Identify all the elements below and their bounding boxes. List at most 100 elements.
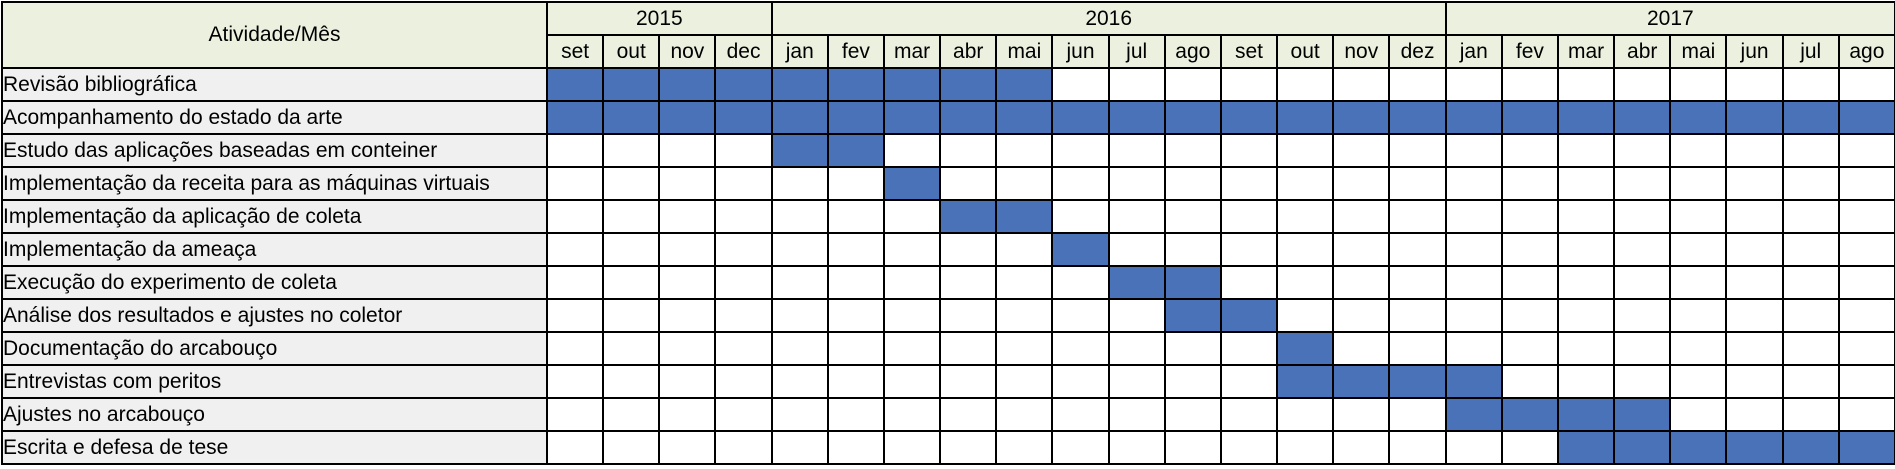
schedule-cell-empty [939,166,998,201]
schedule-cell-empty [1669,331,1728,366]
schedule-cell-empty [1725,166,1784,201]
schedule-cell-empty [1837,364,1895,399]
schedule-cell-empty [1725,133,1784,168]
schedule-cell-empty [1219,265,1279,300]
schedule-cell-active [1837,430,1895,465]
schedule-cell-active [1388,364,1447,399]
schedule-cell-empty [1500,265,1560,300]
schedule-cell-empty [1444,199,1503,234]
schedule-cell-active [1219,100,1279,135]
schedule-cell-empty [1725,397,1784,432]
activity-row: Execução do experimento de coleta [1,265,1895,300]
schedule-cell-empty [1837,166,1895,201]
schedule-cell-empty [714,397,773,432]
schedule-cell-empty [658,430,717,465]
schedule-cell-active [1837,100,1895,135]
month-header: set [1219,34,1279,69]
schedule-cell-empty [1051,430,1110,465]
schedule-cell-empty [1332,298,1391,333]
schedule-cell-empty [545,397,605,432]
schedule-cell-empty [1725,67,1784,102]
month-header: abr [1613,34,1672,69]
schedule-cell-empty [602,133,661,168]
month-header: jan [770,34,829,69]
schedule-cell-active [714,67,773,102]
schedule-cell-empty [1388,298,1447,333]
month-header: fev [1500,34,1560,69]
schedule-cell-empty [1556,133,1616,168]
schedule-cell-empty [939,397,998,432]
schedule-cell-active [1669,100,1728,135]
month-header: mar [882,34,942,69]
schedule-cell-empty [1388,397,1447,432]
schedule-cell-empty [939,265,998,300]
schedule-cell-empty [1556,166,1616,201]
schedule-cell-active [770,67,829,102]
schedule-cell-empty [1500,364,1560,399]
schedule-cell-empty [1444,133,1503,168]
schedule-cell-active [1051,100,1110,135]
schedule-cell-empty [1613,133,1672,168]
schedule-cell-empty [1500,331,1560,366]
schedule-cell-active [939,67,998,102]
schedule-cell-empty [1781,265,1840,300]
schedule-cell-empty [658,199,717,234]
schedule-cell-active [1332,100,1391,135]
schedule-cell-empty [995,331,1054,366]
schedule-cell-empty [1556,232,1616,267]
schedule-cell-empty [1781,133,1840,168]
activity-row: Implementação da ameaça [1,232,1895,267]
schedule-cell-empty [1276,397,1335,432]
schedule-cell-empty [995,232,1054,267]
schedule-cell-empty [658,298,717,333]
schedule-cell-active [995,100,1054,135]
schedule-cell-empty [826,166,885,201]
schedule-cell-empty [882,232,942,267]
schedule-cell-empty [1332,331,1391,366]
activity-row: Implementação da receita para as máquina… [1,166,1895,201]
month-header: dec [714,34,773,69]
schedule-cell-empty [714,364,773,399]
activity-label: Análise dos resultados e ajustes no cole… [1,298,548,333]
schedule-cell-empty [1556,364,1616,399]
schedule-cell-empty [939,331,998,366]
schedule-cell-empty [1051,331,1110,366]
schedule-cell-empty [1332,397,1391,432]
schedule-cell-active [1051,232,1110,267]
month-header: ago [1163,34,1222,69]
schedule-cell-empty [1163,133,1222,168]
schedule-cell-empty [1051,199,1110,234]
month-header: ago [1837,34,1895,69]
schedule-cell-empty [1556,265,1616,300]
activity-row: Análise dos resultados e ajustes no cole… [1,298,1895,333]
corner-header: Atividade/Mês [1,1,548,69]
schedule-cell-active [1107,100,1166,135]
schedule-cell-active [1556,397,1616,432]
schedule-cell-empty [602,199,661,234]
schedule-cell-empty [1163,67,1222,102]
month-header: jan [1444,34,1503,69]
schedule-cell-active [545,100,605,135]
schedule-cell-empty [1837,265,1895,300]
schedule-cell-empty [1556,199,1616,234]
month-header: jun [1051,34,1110,69]
schedule-cell-empty [658,364,717,399]
schedule-cell-empty [1219,430,1279,465]
schedule-cell-empty [545,298,605,333]
schedule-cell-empty [714,430,773,465]
schedule-cell-empty [826,265,885,300]
schedule-cell-active [1500,100,1560,135]
year-header-2015: 2015 [546,1,773,36]
schedule-cell-empty [1388,232,1447,267]
schedule-cell-empty [1500,430,1560,465]
schedule-cell-empty [1051,166,1110,201]
activity-label: Ajustes no arcabouço [1,397,548,432]
schedule-cell-empty [1444,430,1503,465]
schedule-cell-empty [1669,232,1728,267]
schedule-cell-empty [1669,397,1728,432]
schedule-cell-empty [545,166,605,201]
schedule-cell-empty [1051,67,1110,102]
schedule-cell-empty [882,331,942,366]
schedule-cell-empty [826,364,885,399]
